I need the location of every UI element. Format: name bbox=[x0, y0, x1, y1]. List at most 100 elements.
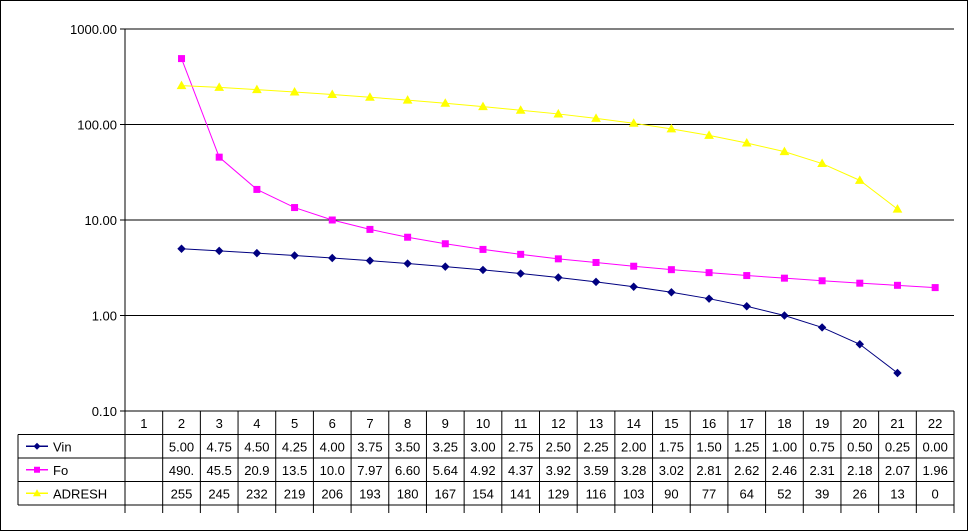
data-point bbox=[366, 225, 374, 233]
data-label: 167 bbox=[434, 486, 456, 501]
data-label: 5.00 bbox=[169, 439, 194, 454]
data-label: 52 bbox=[777, 486, 791, 501]
data-point bbox=[817, 323, 827, 332]
legend-label: Vin bbox=[53, 439, 72, 454]
data-point bbox=[779, 146, 790, 156]
data-label: 2.18 bbox=[847, 463, 872, 478]
data-label: 0.75 bbox=[809, 439, 834, 454]
category-label: 6 bbox=[329, 416, 336, 431]
data-point bbox=[554, 255, 562, 263]
category-label: 21 bbox=[890, 416, 904, 431]
data-label: 90 bbox=[664, 486, 678, 501]
data-point bbox=[365, 256, 375, 265]
data-point bbox=[328, 216, 336, 224]
data-point bbox=[441, 262, 450, 271]
category-label: 2 bbox=[178, 416, 185, 431]
data-label: 2.00 bbox=[621, 439, 646, 454]
y-tick-label: 0.10 bbox=[92, 404, 117, 419]
data-point bbox=[478, 265, 488, 275]
data-label: 2.25 bbox=[583, 439, 608, 454]
legend-label: ADRESH bbox=[53, 486, 107, 501]
category-label: 4 bbox=[253, 416, 260, 431]
data-label: 3.92 bbox=[546, 463, 571, 478]
series-markers bbox=[176, 55, 939, 378]
category-label: 22 bbox=[928, 416, 942, 431]
category-label: 20 bbox=[853, 416, 867, 431]
data-point bbox=[705, 269, 713, 277]
data-label: 3.28 bbox=[621, 463, 646, 478]
data-label: 64 bbox=[740, 486, 754, 501]
category-label: 11 bbox=[514, 416, 528, 431]
data-label: 2.31 bbox=[809, 463, 834, 478]
data-point bbox=[628, 118, 639, 127]
data-label: 3.00 bbox=[470, 439, 495, 454]
data-label: 2.81 bbox=[696, 463, 721, 478]
category-label: 1 bbox=[140, 416, 147, 431]
category-label: 18 bbox=[777, 416, 791, 431]
data-point bbox=[629, 282, 638, 291]
data-label: 193 bbox=[359, 486, 381, 501]
data-label: 2.75 bbox=[508, 439, 533, 454]
data-point bbox=[741, 138, 752, 147]
data-label: 5.64 bbox=[433, 463, 458, 478]
data-point bbox=[855, 340, 865, 349]
data-point bbox=[252, 84, 262, 94]
data-point bbox=[893, 281, 901, 289]
data-point bbox=[214, 82, 225, 91]
data-point bbox=[402, 95, 413, 104]
category-label: 13 bbox=[589, 416, 603, 431]
data-label: 3.25 bbox=[433, 439, 458, 454]
data-label: 1.00 bbox=[772, 439, 797, 454]
series-line-vin bbox=[181, 248, 898, 374]
series-line-adresh bbox=[181, 85, 898, 210]
y-tick-label: 100.00 bbox=[77, 118, 117, 133]
data-label: 1.50 bbox=[696, 439, 721, 454]
data-label: 490. bbox=[169, 463, 194, 478]
y-tick-label: 1000.00 bbox=[70, 22, 117, 37]
data-point bbox=[517, 250, 525, 258]
data-point bbox=[854, 175, 865, 184]
legend-label: Fo bbox=[53, 463, 68, 478]
y-tick-label: 10.00 bbox=[84, 213, 117, 228]
data-label: 2.46 bbox=[772, 463, 797, 478]
data-point bbox=[704, 130, 714, 139]
data-point bbox=[780, 311, 789, 320]
data-label: 255 bbox=[171, 486, 193, 501]
data-point bbox=[742, 302, 751, 311]
data-point bbox=[780, 274, 788, 282]
data-point bbox=[478, 101, 488, 111]
data-label: 3.02 bbox=[659, 463, 684, 478]
data-label: 0.00 bbox=[923, 439, 948, 454]
category-label: 17 bbox=[740, 416, 754, 431]
data-label: 39 bbox=[815, 486, 829, 501]
category-label: 16 bbox=[702, 416, 716, 431]
data-label: 129 bbox=[547, 486, 569, 501]
data-point bbox=[743, 272, 751, 280]
gridlines bbox=[125, 28, 954, 412]
legend-marker bbox=[34, 466, 40, 473]
data-label: 0 bbox=[932, 486, 939, 501]
data-label: 4.92 bbox=[470, 463, 495, 478]
category-label: 10 bbox=[476, 416, 490, 431]
data-point bbox=[289, 86, 300, 96]
data-label: 45.5 bbox=[207, 463, 232, 478]
data-point bbox=[479, 245, 487, 253]
data-point bbox=[817, 158, 827, 168]
data-label: 1.75 bbox=[659, 439, 684, 454]
data-label: 13 bbox=[890, 486, 904, 501]
legend-marker bbox=[33, 442, 41, 450]
data-label: 13.5 bbox=[282, 463, 307, 478]
data-label: 7.97 bbox=[357, 463, 382, 478]
y-axis: 1000.00 100.00 10.00 1.00 0.10 bbox=[70, 22, 126, 419]
data-label: 20.9 bbox=[244, 463, 269, 478]
data-point bbox=[214, 246, 224, 256]
data-point bbox=[553, 108, 564, 118]
data-label: 6.60 bbox=[395, 463, 420, 478]
data-point bbox=[365, 92, 375, 101]
data-label: 103 bbox=[623, 486, 645, 501]
data-label: 116 bbox=[586, 486, 607, 501]
data-point bbox=[818, 277, 826, 285]
data-point bbox=[666, 123, 677, 133]
data-point bbox=[893, 368, 902, 378]
